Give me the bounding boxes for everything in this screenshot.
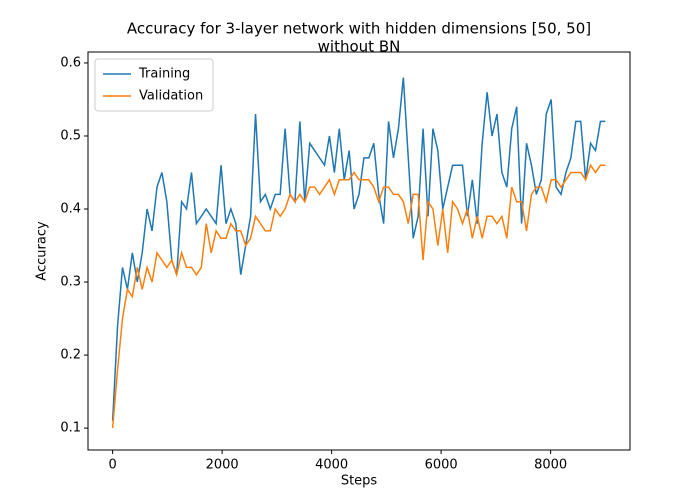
y-axis-label: Accuracy [35,221,50,281]
y-tick-label: 0.5 [60,128,81,143]
y-tick-label: 0.3 [60,275,81,290]
x-axis-label: Steps [341,474,378,489]
chart-title: Accuracy for 3-layer network with hidden… [127,20,591,38]
x-tick-label: 2000 [206,458,239,473]
legend-label: Training [138,67,190,82]
y-tick-label: 0.2 [60,348,81,363]
legend-label: Validation [139,89,203,104]
y-tick-label: 0.4 [60,202,81,217]
y-tick-label: 0.1 [60,421,81,436]
y-tick-label: 0.6 [60,55,81,70]
chart-title: without BN [318,38,401,56]
x-tick-label: 8000 [534,458,567,473]
x-tick-label: 6000 [425,458,458,473]
data-line [111,77,606,421]
legend-box [94,58,214,112]
x-tick-label: 0 [108,458,116,473]
plot-frame [87,51,631,451]
data-line [111,163,606,429]
x-tick-label: 4000 [315,458,348,473]
